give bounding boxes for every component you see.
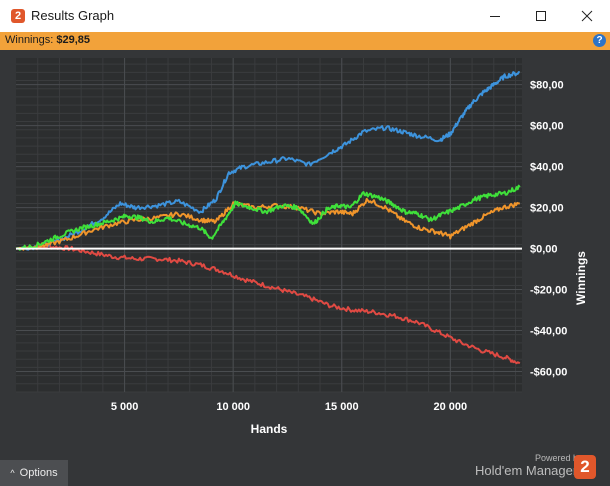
y-tick-label: $60,00 (530, 121, 564, 133)
window-titlebar: 2 Results Graph (0, 0, 610, 33)
options-button[interactable]: ^ Options (0, 460, 68, 486)
x-axis-ticks: 5 000 10 000 15 000 20 000 (111, 401, 467, 413)
bottom-bar: ^ Options Powered by Hold'em Manager 2 (0, 453, 610, 486)
options-label: Options (19, 467, 58, 479)
x-tick-label: 10 000 (216, 401, 250, 413)
winnings-bar: Winnings: $29,85 (0, 32, 610, 50)
y-tick-label: $40,00 (530, 162, 564, 174)
powered-by-text: Powered by (535, 453, 583, 463)
winnings-summary: Winnings: $29,85 (5, 34, 90, 46)
close-button[interactable] (564, 0, 610, 32)
minimize-icon (490, 16, 500, 17)
window-title: Results Graph (31, 8, 115, 23)
y-tick-label: -$60,00 (530, 367, 567, 379)
y-tick-label: $80,00 (530, 80, 564, 92)
app-logo-icon: 2 (11, 9, 25, 23)
x-axis-title: Hands (251, 422, 288, 436)
series-line-non-showdown (15, 244, 521, 365)
chevron-up-icon: ^ (10, 468, 15, 478)
y-tick-label: $20,00 (530, 203, 564, 215)
series-line-net-won (15, 184, 521, 251)
minor-grid (16, 58, 522, 393)
help-icon[interactable]: ? (593, 34, 606, 47)
y-tick-label: $0,00 (530, 244, 558, 256)
winnings-value: $29,85 (56, 34, 91, 46)
minimize-button[interactable] (472, 0, 518, 32)
major-grid (16, 58, 522, 392)
brand-name: Hold'em Manager (475, 463, 578, 478)
x-tick-label: 15 000 (325, 401, 359, 413)
x-tick-label: 5 000 (111, 401, 139, 413)
series-line-showdown (15, 71, 520, 251)
winnings-label: Winnings: (5, 34, 54, 46)
y-axis-ticks: $80,00 $60,00 $40,00 $20,00 $0,00 -$20,00 -$40… (530, 80, 567, 379)
brand-logo-icon: 2 (574, 455, 596, 479)
x-tick-label: 20 000 (434, 401, 468, 413)
y-axis-title: Winnings (574, 251, 588, 305)
y-tick-label: -$20,00 (530, 285, 567, 297)
series-layer (15, 71, 521, 365)
maximize-icon (536, 11, 546, 21)
y-tick-label: -$40,00 (530, 326, 567, 338)
maximize-button[interactable] (518, 0, 564, 32)
close-icon (581, 10, 593, 22)
results-chart: $80,00 $60,00 $40,00 $20,00 $0,00 -$20,00 -$40… (15, 58, 588, 436)
